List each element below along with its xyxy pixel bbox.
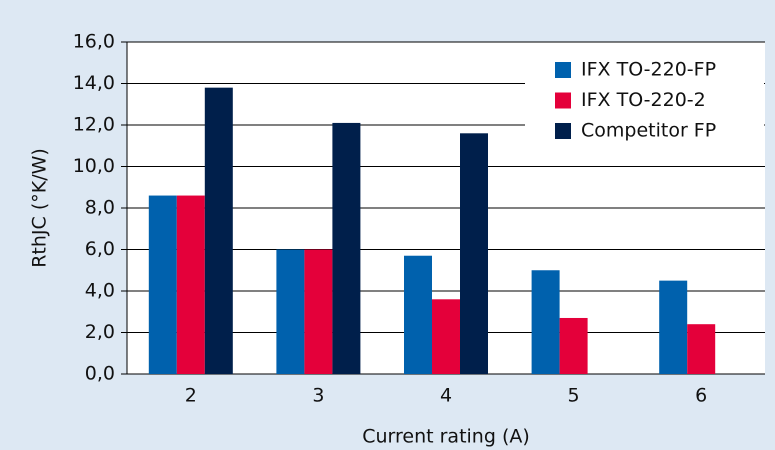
bar <box>659 280 688 374</box>
x-tick-label: 4 <box>440 385 452 407</box>
y-tick-label: 12,0 <box>73 114 115 136</box>
bar <box>531 270 560 374</box>
bar <box>559 317 588 374</box>
y-tick-label: 16,0 <box>73 31 115 53</box>
bar <box>176 195 205 374</box>
legend-swatch <box>555 92 571 109</box>
bar <box>404 255 432 374</box>
y-tick-label: 2,0 <box>85 321 115 343</box>
y-tick-label: 14,0 <box>73 72 115 94</box>
y-tick-label: 4,0 <box>85 280 115 302</box>
legend-label: Competitor FP <box>581 120 716 142</box>
x-tick-label: 5 <box>568 385 580 407</box>
x-axis-label: Current rating (A) <box>362 426 530 448</box>
bar <box>432 299 460 374</box>
x-tick-label: 2 <box>185 385 197 407</box>
bar <box>304 249 333 374</box>
y-tick-label: 0,0 <box>85 363 115 385</box>
bar <box>276 249 305 374</box>
y-tick-label: 6,0 <box>85 238 115 260</box>
y-tick-label: 10,0 <box>73 155 115 177</box>
legend-label: IFX TO-220-FP <box>581 59 716 81</box>
bar <box>332 122 361 374</box>
x-tick-label: 6 <box>695 385 707 407</box>
x-tick-label: 3 <box>312 385 324 407</box>
bar <box>204 87 233 375</box>
bar <box>460 133 488 374</box>
legend-swatch <box>555 123 571 139</box>
legend-swatch <box>555 62 571 78</box>
legend-label: IFX TO-220-2 <box>581 89 706 111</box>
y-tick-label: 8,0 <box>85 197 115 219</box>
bar <box>687 324 716 374</box>
y-axis-label: RthJC (°K/W) <box>29 148 51 268</box>
bar <box>148 195 177 374</box>
